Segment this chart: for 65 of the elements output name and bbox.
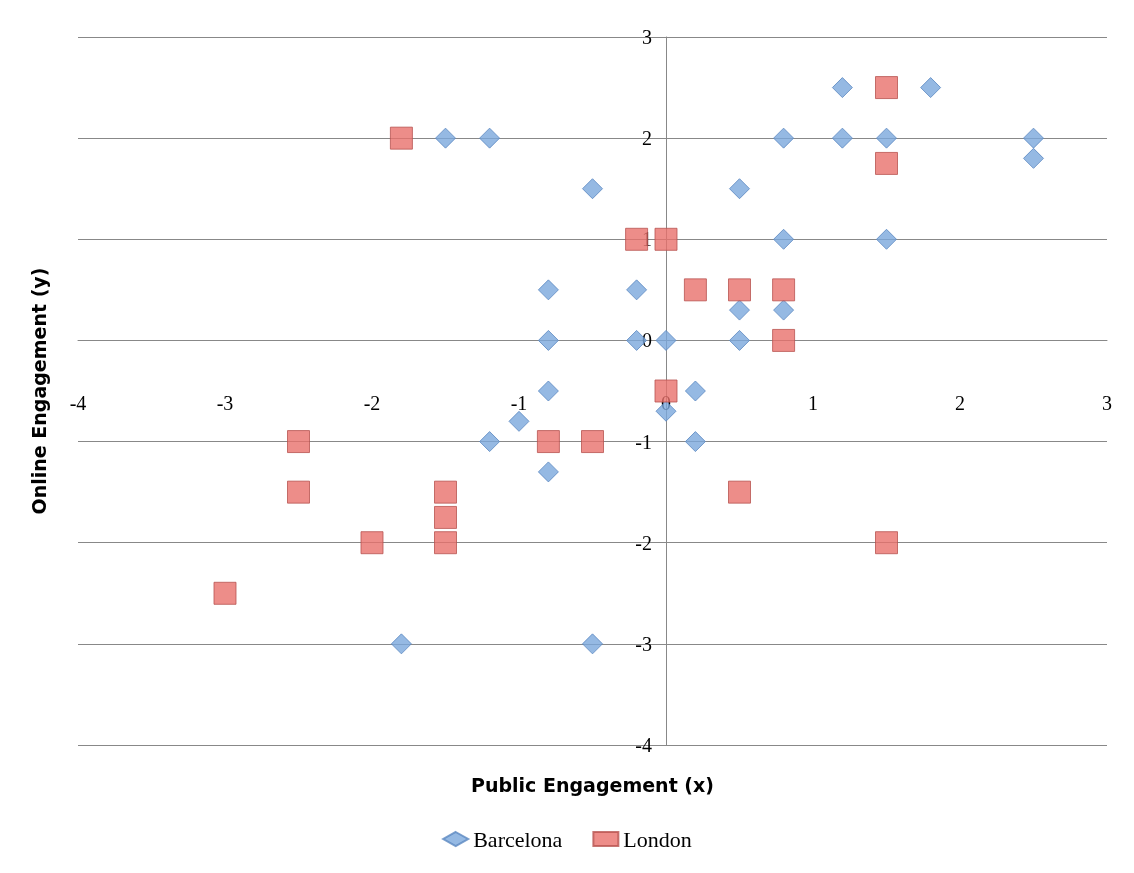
y-axis-title: Online Engagement (y) [27,267,50,515]
point [728,278,751,302]
y-tick-label: 3 [642,26,652,48]
point [683,278,707,302]
point [582,633,603,655]
point [773,299,795,321]
y-tick-label: -4 [635,734,652,756]
point [508,410,530,432]
x-axis-title: Public Engagement (x) [471,773,714,796]
x-tick-label: -1 [510,392,528,414]
y-tick-label: -3 [635,632,652,655]
point [537,329,559,351]
point [773,228,795,250]
point [684,431,706,453]
point [773,127,795,149]
point [434,480,457,504]
point [729,299,750,321]
legend-label: London [623,826,692,852]
point [729,329,750,351]
point [287,430,310,454]
point [435,127,456,149]
point [684,380,706,402]
legend-label: Barcelona [473,826,563,852]
x-tick-label: -4 [69,392,87,414]
y-tick-label: 0 [642,329,652,352]
x-tick-label: 3 [1102,392,1112,414]
y-tick-label: -2 [635,531,652,554]
point [287,480,310,504]
point [831,127,853,149]
point [536,430,560,454]
point [626,279,648,301]
point [654,227,678,251]
point [360,531,384,555]
x-tick-label: -3 [216,392,234,414]
x-tick-label: -2 [363,392,381,414]
point [728,480,751,504]
point [772,328,796,352]
y-tick-label: -1 [635,430,652,453]
point [876,228,897,250]
point [537,279,559,301]
point [479,127,501,149]
y-tick-label: 2 [642,127,652,150]
point [389,126,413,150]
point [434,531,457,555]
point [213,581,237,605]
point [876,127,897,149]
point [772,278,796,302]
point [875,531,898,555]
point [655,329,677,351]
point [831,77,853,99]
point [582,178,603,200]
point [581,430,604,454]
point [875,76,898,100]
point [920,77,942,99]
point [729,178,750,200]
point [1023,147,1044,169]
point [434,505,457,529]
point [537,380,559,402]
point [875,151,898,175]
point [537,461,559,483]
x-tick-label: 2 [955,392,965,414]
point [1023,127,1044,149]
point [390,633,412,655]
x-tick-label: 1 [808,392,818,414]
point [479,431,501,453]
